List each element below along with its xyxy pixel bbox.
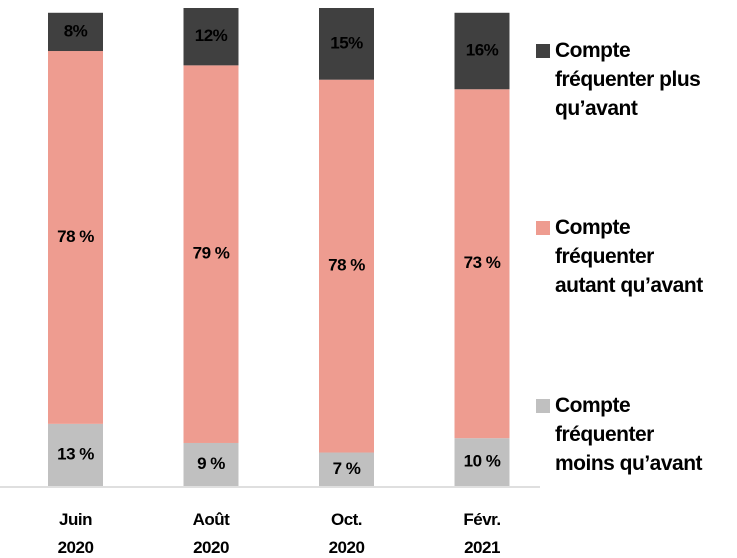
value-label: 16%: [466, 41, 499, 60]
value-label: 13 %: [57, 444, 94, 463]
bar-segment: [48, 51, 103, 424]
value-label: 78 %: [57, 227, 94, 246]
value-label: 12%: [195, 26, 228, 45]
legend-label: Compte fréquenter moins qu’avant: [555, 394, 703, 475]
legend-label: Compte fréquenter plus qu’avant: [555, 39, 701, 120]
value-label: 8%: [64, 21, 88, 40]
value-label: 10 %: [464, 452, 501, 471]
bar-segment: [454, 438, 510, 486]
value-label: 9 %: [197, 454, 225, 473]
x-tick-label: Févr. 2021: [463, 510, 501, 557]
bar-segment: [319, 79, 374, 453]
x-tick-label: Juin 2020: [57, 510, 94, 557]
value-label: 7 %: [333, 459, 361, 478]
bar-segment: [454, 12, 510, 90]
value-label: 78 %: [328, 256, 365, 275]
value-label: 73 %: [464, 253, 501, 272]
bar-segment: [183, 65, 239, 443]
legend-label: Compte fréquenter autant qu’avant: [555, 216, 703, 297]
bar-segment: [319, 452, 374, 486]
bar-segment: [183, 442, 239, 486]
bar-segment: [454, 89, 510, 439]
x-tick-label: Août 2020: [192, 510, 230, 557]
legend-swatch: [536, 221, 550, 235]
legend-swatch: [536, 399, 550, 413]
bar-segment: [48, 423, 103, 486]
value-label: 79 %: [193, 244, 230, 263]
legend-swatch: [536, 44, 550, 58]
x-tick-label: Oct. 2020: [328, 510, 365, 557]
bar-segment: [319, 8, 374, 80]
value-label: 15%: [330, 33, 363, 52]
bar-segment: [183, 8, 239, 66]
bar-segment: [48, 12, 103, 52]
